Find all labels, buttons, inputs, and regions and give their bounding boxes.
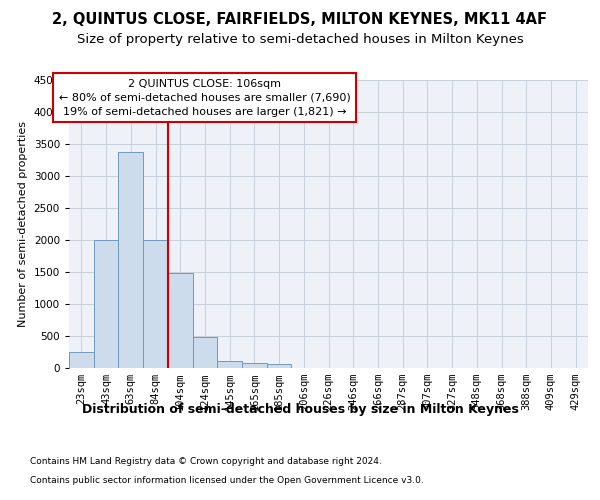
Bar (168, 274, 193, 368)
Text: Size of property relative to semi-detached houses in Milton Keynes: Size of property relative to semi-detach… (77, 32, 523, 46)
Text: 2 QUINTUS CLOSE: 106sqm
← 80% of semi-detached houses are smaller (7,690)
19% of: 2 QUINTUS CLOSE: 106sqm ← 80% of semi-de… (59, 79, 351, 117)
Bar (69, 352, 94, 368)
Bar (267, 364, 292, 368)
Bar (118, 152, 143, 368)
Bar (242, 362, 267, 368)
Bar (193, 337, 217, 368)
Y-axis label: Number of semi-detached properties: Number of semi-detached properties (18, 120, 28, 327)
Text: 2, QUINTUS CLOSE, FAIRFIELDS, MILTON KEYNES, MK11 4AF: 2, QUINTUS CLOSE, FAIRFIELDS, MILTON KEY… (53, 12, 548, 28)
Bar (143, 240, 168, 368)
Text: Contains public sector information licensed under the Open Government Licence v3: Contains public sector information licen… (30, 476, 424, 485)
Text: Distribution of semi-detached houses by size in Milton Keynes: Distribution of semi-detached houses by … (82, 402, 518, 415)
Bar (217, 361, 242, 368)
Bar (94, 240, 118, 368)
Text: Contains HM Land Registry data © Crown copyright and database right 2024.: Contains HM Land Registry data © Crown c… (30, 458, 382, 466)
